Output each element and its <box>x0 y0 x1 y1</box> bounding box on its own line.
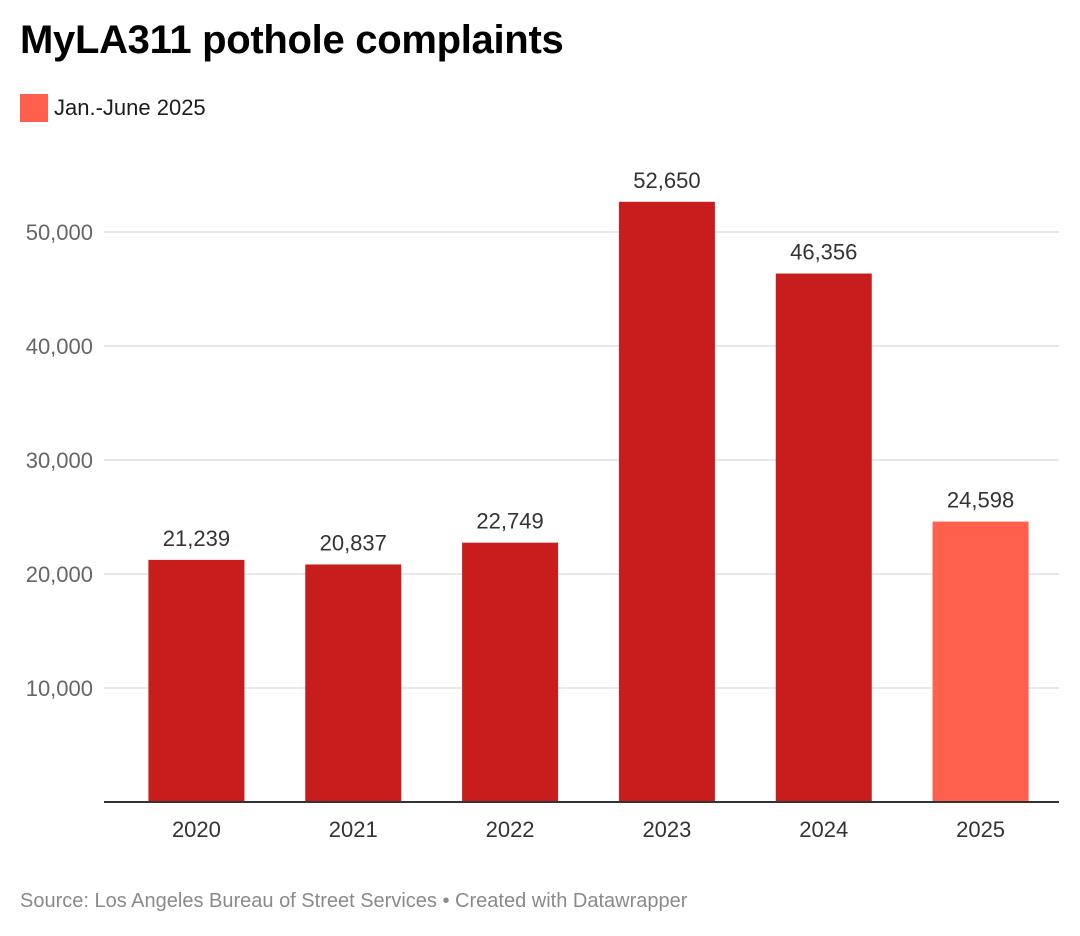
data-label: 20,837 <box>320 530 387 555</box>
bar <box>932 521 1029 802</box>
x-tick-label: 2020 <box>172 817 221 842</box>
chart-title: MyLA311 pothole complaints <box>20 18 564 62</box>
data-label: 46,356 <box>790 240 857 265</box>
footer: Source: Los Angeles Bureau of Street Ser… <box>20 890 687 913</box>
data-label: 52,650 <box>633 168 700 193</box>
bar-chart: 10,000 20,000 30,000 40,000 50,000 21,239 2020… <box>26 168 1059 842</box>
source-text: Source: Los Angeles Bureau of Street Ser… <box>20 890 437 912</box>
x-tick-label: 2025 <box>956 817 1005 842</box>
data-label: 24,598 <box>947 488 1014 513</box>
legend-label: Jan.-June 2025 <box>54 95 206 120</box>
bar <box>148 559 245 802</box>
x-tick-label: 2024 <box>799 817 848 842</box>
x-tick-label: 2023 <box>642 817 691 842</box>
x-tick-label: 2022 <box>486 817 535 842</box>
data-label: 21,239 <box>163 526 230 551</box>
credit-link[interactable]: Created with Datawrapper <box>455 890 688 912</box>
bar <box>775 273 872 802</box>
y-tick-label: 40,000 <box>26 334 93 359</box>
footer-separator: • <box>442 890 450 912</box>
y-tick-label: 30,000 <box>26 448 93 473</box>
data-label: 22,749 <box>476 509 543 534</box>
bar <box>305 564 402 802</box>
x-tick-label: 2021 <box>329 817 378 842</box>
y-tick-label: 20,000 <box>26 562 93 587</box>
y-tick-label: 10,000 <box>26 676 93 701</box>
legend: Jan.-June 2025 <box>20 94 206 122</box>
bar <box>462 542 559 802</box>
bar <box>618 201 715 803</box>
y-tick-label: 50,000 <box>26 220 93 245</box>
legend-swatch <box>20 94 48 122</box>
